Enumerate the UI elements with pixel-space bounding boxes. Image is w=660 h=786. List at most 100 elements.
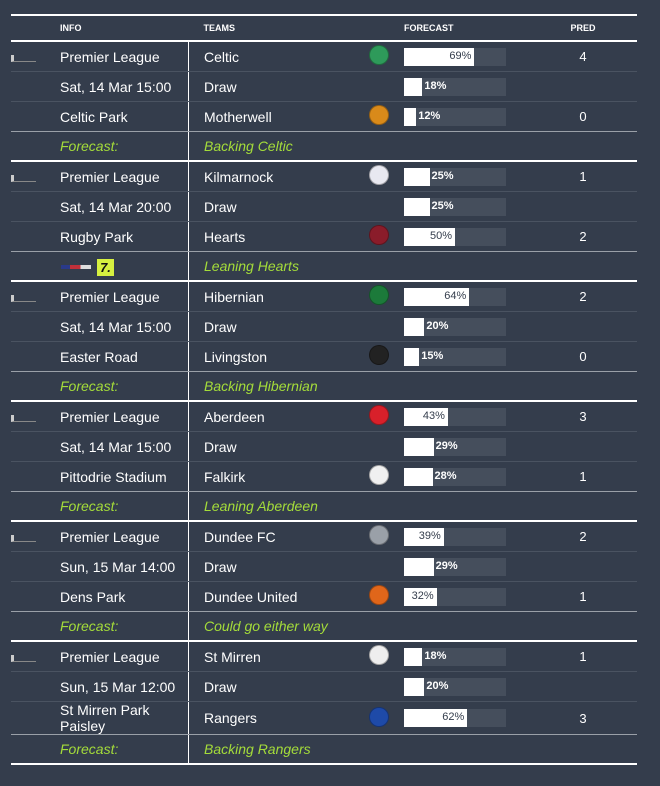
probability-fill xyxy=(404,227,455,246)
team-crest-icon xyxy=(369,525,389,545)
probability-label: 18% xyxy=(424,649,447,662)
probability-label: 25% xyxy=(431,169,454,182)
predicted-score: 0 xyxy=(529,341,637,372)
team-name: Falkirk xyxy=(188,461,364,492)
league-logo-cell xyxy=(11,701,60,735)
team-crest-icon xyxy=(369,165,389,185)
match-info: Rugby Park xyxy=(60,221,189,252)
league-logo-cell xyxy=(11,341,60,372)
probability-label: 43% xyxy=(422,409,445,422)
crest-cell xyxy=(364,671,404,702)
team-name: Draw xyxy=(188,431,364,462)
forecast-cell: 43% xyxy=(404,401,529,432)
predicted-score: 3 xyxy=(529,701,637,735)
team-name: Hearts xyxy=(188,221,364,252)
match-row: Dens Park Dundee United 32% 1 xyxy=(11,581,637,612)
forecast-label: Forecast: xyxy=(60,138,119,154)
forecast-cell: 18% xyxy=(404,71,529,102)
probability-fill xyxy=(404,197,430,216)
match-info: Sun, 15 Mar 12:00 xyxy=(60,671,189,702)
probability-bar: 25% xyxy=(404,167,506,186)
forecast-label-cell: Forecast: xyxy=(11,491,189,522)
forecast-row: Forecast: Backing Rangers xyxy=(11,734,637,765)
probability-label: 39% xyxy=(418,529,441,542)
match-row: Sat, 14 Mar 20:00 Draw 25% xyxy=(11,191,637,222)
team-crest-icon xyxy=(369,405,389,425)
forecast-cell: 29% xyxy=(404,551,529,582)
team-name: Draw xyxy=(188,191,364,222)
forecast-cell: 39% xyxy=(404,521,529,552)
team-name: Dundee United xyxy=(188,581,364,612)
probability-fill xyxy=(404,709,468,727)
probability-fill xyxy=(404,47,475,66)
match-row: Celtic Park Motherwell 12% 0 xyxy=(11,101,637,132)
match-row: Premier League St Mirren 18% 1 xyxy=(11,641,637,672)
forecast-text: Leaning Aberdeen xyxy=(188,491,637,522)
probability-label: 32% xyxy=(411,589,434,602)
match-row: Sat, 14 Mar 15:00 Draw 18% xyxy=(11,71,637,102)
probability-fill xyxy=(404,527,444,546)
forecast-text: Backing Celtic xyxy=(188,131,637,162)
league-logo-cell xyxy=(11,671,60,702)
predicted-score: 0 xyxy=(529,101,637,132)
crest-cell xyxy=(364,71,404,102)
match-row: Easter Road Livingston 15% 0 xyxy=(11,341,637,372)
probability-bar: 18% xyxy=(404,647,506,666)
probability-label: 15% xyxy=(421,349,444,362)
forecast-cell: 20% xyxy=(404,671,529,702)
forecast-cell: 29% xyxy=(404,431,529,462)
probability-bar: 18% xyxy=(404,77,506,96)
probability-fill xyxy=(404,587,437,606)
league-logo-icon xyxy=(11,414,36,422)
probability-label: 18% xyxy=(424,79,447,92)
crest-cell xyxy=(364,581,404,612)
match-row: Sat, 14 Mar 15:00 Draw 29% xyxy=(11,431,637,462)
league-logo-cell xyxy=(11,41,60,72)
forecast-label: Forecast: xyxy=(60,498,119,514)
probability-bar: 20% xyxy=(404,317,506,336)
match-info: Sat, 14 Mar 20:00 xyxy=(60,191,189,222)
probability-bar: 29% xyxy=(404,557,506,576)
league-logo-cell xyxy=(11,101,60,132)
crest-cell xyxy=(364,41,404,72)
probability-label: 12% xyxy=(418,109,441,122)
league-logo-icon xyxy=(11,534,36,542)
forecast-cell: 32% xyxy=(404,581,529,612)
match-row: St Mirren Park Paisley Rangers 62% 3 xyxy=(11,701,637,735)
match-row: Pittodrie Stadium Falkirk 28% 1 xyxy=(11,461,637,492)
probability-bar: 12% xyxy=(404,107,506,126)
team-crest-icon xyxy=(369,706,389,727)
match-info: Premier League xyxy=(60,161,189,192)
team-crest-icon xyxy=(369,645,389,665)
probability-label: 29% xyxy=(435,559,458,572)
probability-fill xyxy=(404,347,420,366)
forecast-row: Forecast: Backing Hibernian xyxy=(11,371,637,402)
predicted-score: 1 xyxy=(529,641,637,672)
crest-cell xyxy=(364,281,404,312)
probability-bar: 39% xyxy=(404,527,506,546)
match-row: Sun, 15 Mar 12:00 Draw 20% xyxy=(11,671,637,702)
team-crest-icon xyxy=(369,225,389,245)
probability-bar: 28% xyxy=(404,467,506,486)
forecast-cell: 18% xyxy=(404,641,529,672)
match-row: Premier League Aberdeen 43% 3 xyxy=(11,401,637,432)
probability-fill xyxy=(404,677,425,696)
match-info: Pittodrie Stadium xyxy=(60,461,189,492)
forecast-cell: 20% xyxy=(404,311,529,342)
forecast-label: Forecast: xyxy=(60,618,119,634)
predicted-score xyxy=(529,551,637,582)
match-row: Premier League Celtic 69% 4 xyxy=(11,41,637,72)
crest-cell xyxy=(364,521,404,552)
forecast-label-cell: Forecast: xyxy=(11,734,189,765)
predicted-score: 4 xyxy=(529,41,637,72)
match-info: Sat, 14 Mar 15:00 xyxy=(60,431,189,462)
crest-cell xyxy=(364,221,404,252)
crest-cell xyxy=(364,311,404,342)
forecast-row: 7. Leaning Hearts xyxy=(11,251,637,282)
team-name: Motherwell xyxy=(188,101,364,132)
match-row: Sun, 15 Mar 14:00 Draw 29% xyxy=(11,551,637,582)
probability-label: 25% xyxy=(431,199,454,212)
team-crest-icon xyxy=(369,585,389,605)
team-name: Aberdeen xyxy=(188,401,364,432)
crest-cell xyxy=(364,101,404,132)
